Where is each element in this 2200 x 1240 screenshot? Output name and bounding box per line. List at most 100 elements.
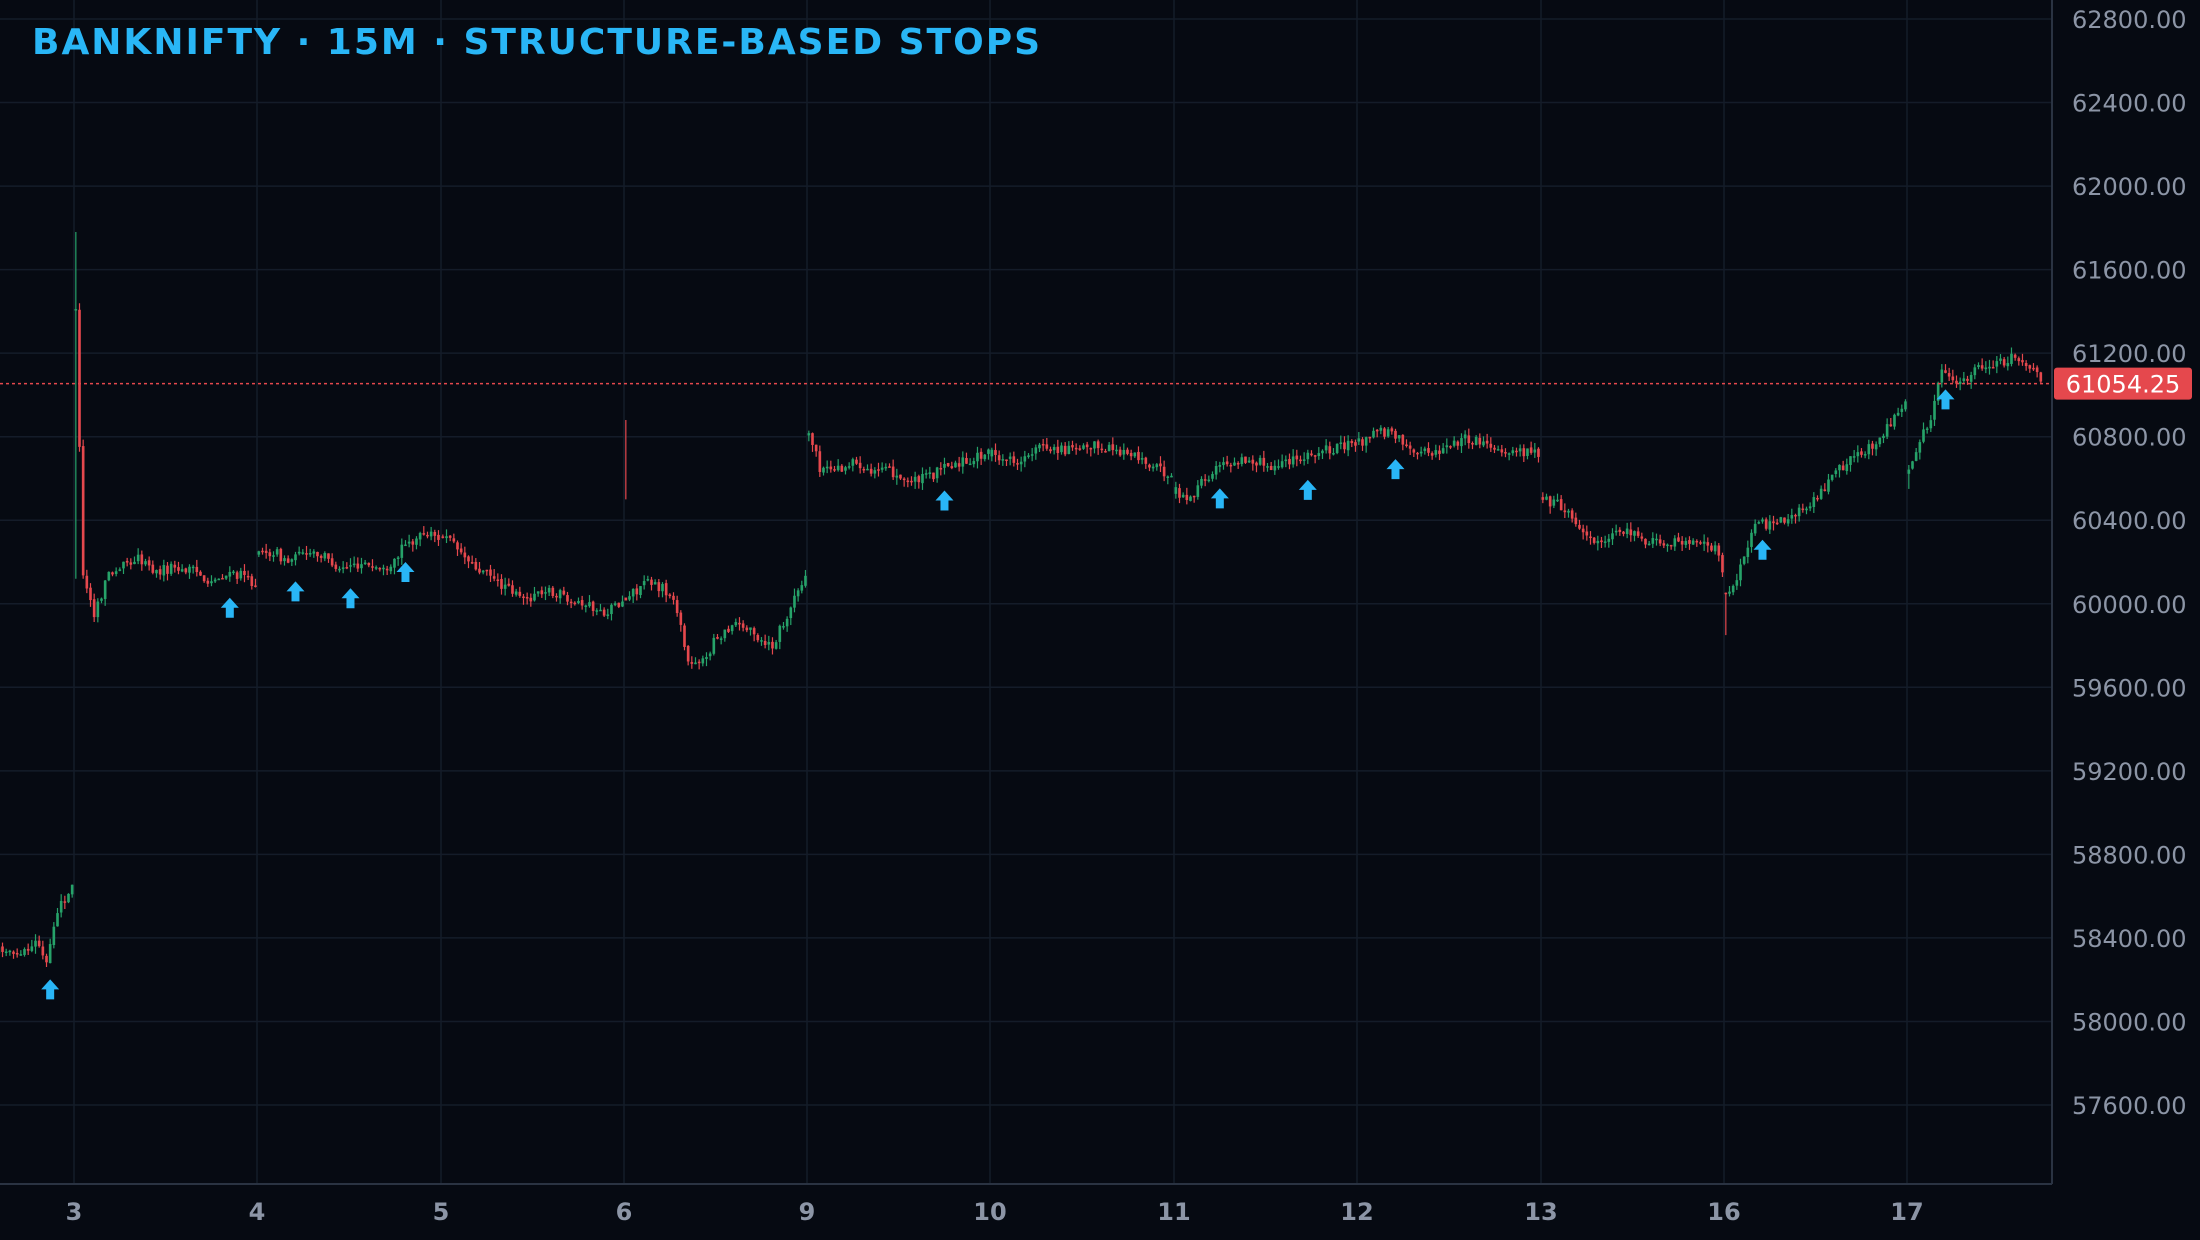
candle-body [246, 575, 250, 578]
candle-body [1405, 444, 1408, 447]
candle-body [1052, 447, 1056, 451]
candle-body [162, 565, 166, 576]
candle-body [1761, 519, 1764, 522]
candle-body [1500, 449, 1504, 453]
buy-signal-arrow-icon [41, 979, 60, 1000]
candle-body [1541, 497, 1545, 500]
candle-body [1995, 361, 1999, 367]
candle-body [1622, 531, 1625, 534]
candle-body [518, 591, 522, 596]
candle-body [928, 472, 932, 475]
candle-body [118, 569, 122, 571]
candle-body [188, 566, 191, 573]
candle-body [1, 946, 4, 952]
y-tick-label: 61600.00 [2072, 257, 2187, 285]
candle-body [345, 567, 349, 569]
candle-body [2017, 358, 2021, 362]
candle-body [286, 558, 290, 563]
candle-body [1955, 380, 1958, 384]
candle-body [2035, 367, 2039, 373]
candle-body [1251, 459, 1255, 464]
candle-body [961, 457, 965, 467]
candle-body [884, 466, 888, 469]
candle-body [1816, 497, 1819, 500]
candle-body [459, 548, 463, 553]
candle-body [807, 433, 811, 436]
candle-body [1772, 521, 1775, 524]
candle-body [371, 566, 374, 568]
candle-body [880, 467, 884, 470]
candle-body [1485, 440, 1489, 444]
candle-body [67, 893, 70, 903]
candle-body [243, 570, 246, 575]
candle-body [1001, 459, 1005, 461]
candle-body [356, 563, 360, 569]
candle-body [1056, 446, 1060, 454]
candle-body [771, 641, 774, 649]
candle-body [1012, 456, 1016, 463]
candle-body [268, 552, 272, 557]
candle-body [1196, 485, 1200, 497]
candle-body [330, 558, 334, 566]
x-tick-label: 9 [799, 1198, 816, 1226]
candle-body [694, 662, 697, 665]
candle-body [1078, 448, 1082, 450]
candle-body [1893, 414, 1896, 427]
candle-body [1746, 547, 1750, 557]
candle-body [514, 591, 518, 595]
candle-body [445, 536, 448, 539]
candle-body [1357, 438, 1361, 442]
candle-body [1878, 437, 1882, 445]
candle-body [1962, 378, 1966, 382]
candle-body [577, 601, 580, 603]
candle-body [796, 590, 800, 597]
candle-body [873, 470, 877, 474]
candle-body [1019, 461, 1023, 465]
buy-signal-arrow-icon [935, 490, 954, 511]
candle-body [1907, 469, 1911, 474]
candle-body [1779, 517, 1783, 523]
candle-body [1133, 452, 1137, 457]
candle-body [1005, 459, 1008, 461]
candle-body [1456, 441, 1460, 446]
buy-signal-arrow-icon [286, 581, 305, 602]
candle-body [1984, 367, 1988, 370]
candle-body [1801, 508, 1805, 511]
candle-body [500, 578, 503, 589]
candle-body [429, 531, 433, 537]
candle-body [272, 555, 275, 557]
candle-body [602, 609, 606, 616]
candle-body [437, 534, 440, 540]
buy-signal-arrow-icon [1753, 539, 1772, 560]
candle-body [1680, 541, 1684, 545]
candle-body [45, 955, 48, 963]
candle-body [1038, 444, 1041, 449]
candle-body [41, 946, 45, 956]
candle-body [730, 625, 734, 632]
candle-body [536, 591, 540, 594]
candle-body [672, 595, 675, 600]
candle-body [12, 951, 15, 954]
candle-body [825, 466, 829, 469]
candle-body [155, 569, 158, 574]
candle-body [217, 578, 221, 581]
y-tick-label: 59600.00 [2072, 674, 2187, 702]
candle-body [235, 572, 239, 579]
candle-body [976, 452, 979, 462]
candle-body [1947, 373, 1951, 377]
candle-body [1529, 447, 1533, 453]
candle-body [1757, 522, 1761, 524]
candle-body [785, 618, 789, 627]
candle-body [566, 595, 569, 602]
candle-body [555, 595, 558, 598]
candle-body [1280, 461, 1284, 468]
candle-body [1441, 448, 1445, 454]
candle-body [1797, 507, 1801, 517]
candle-body [858, 462, 862, 469]
candle-body [1518, 448, 1522, 452]
candle-body [122, 561, 125, 569]
candle-body [191, 566, 195, 569]
candle-body [1559, 499, 1563, 511]
candle-body [1545, 496, 1548, 500]
